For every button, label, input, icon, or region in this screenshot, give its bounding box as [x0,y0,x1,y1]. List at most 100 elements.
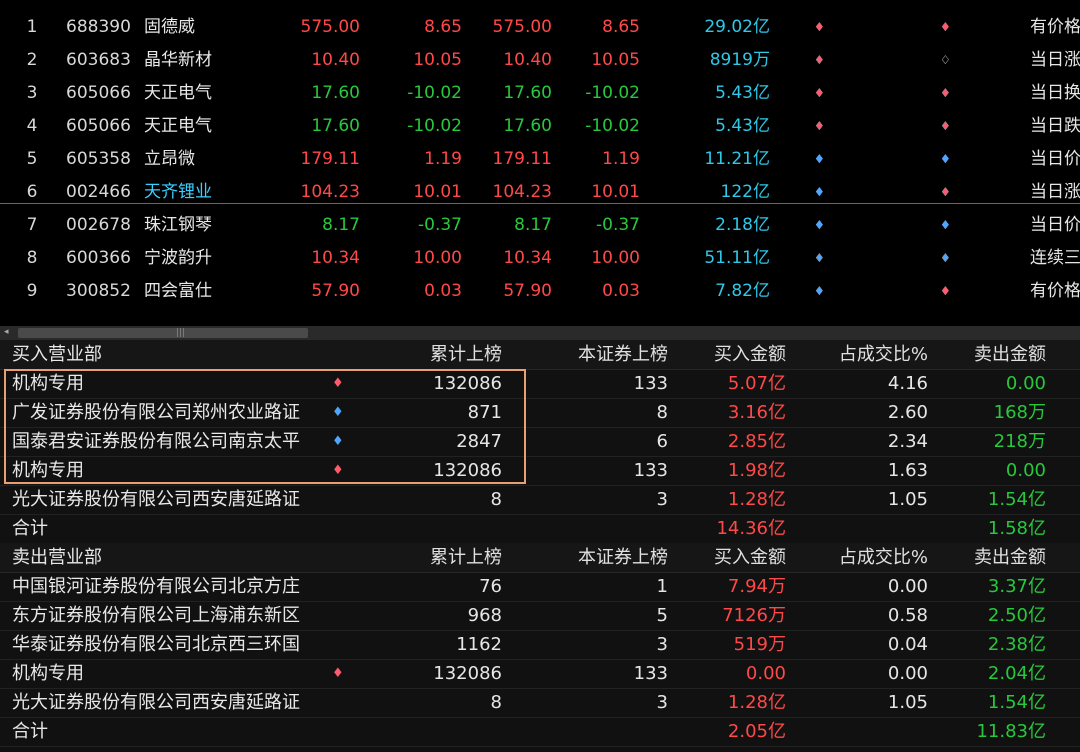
stock-name[interactable]: 固德威 [144,17,195,37]
stock-row[interactable]: 6 002466 天齐锂业 104.23 10.01 104.23 10.01 122亿 ♦ ♦ ♦… [0,176,1080,209]
change-pct: 10.00 [413,248,462,268]
cum-count: 2847 [456,431,502,452]
broker-name[interactable]: 光大证券股份有限公司西安唐延路证 [12,692,300,713]
stock-row[interactable]: 5 605358 立昂微 179.11 1.19 179.11 1.19 11.21亿 ♦ ♦ ♦ ♦… [0,143,1080,176]
broker-row[interactable]: 国泰君安证券股份有限公司南京太平 ♦ 2847 6 2.85亿 2.34 218万 [0,427,1080,457]
red-diamond-icon: ♦ [332,376,344,391]
stock-row[interactable]: 3 605066 天正电气 17.60 -10.02 17.60 -10.02 5.43亿 ♦ ♦… [0,77,1080,110]
broker-name[interactable]: 东方证券股份有限公司上海浦东新区 [12,605,300,626]
col-sell-header[interactable]: 卖出金额 [974,344,1046,365]
price-2: 17.60 [503,83,552,103]
col-cum-header[interactable]: 累计上榜 [430,547,502,568]
red-diamond-icon: ♦ [814,20,825,34]
sell-amount: 2.50亿 [987,605,1046,626]
buy-amount: 5.07亿 [727,373,786,394]
stock-row[interactable]: 4 605066 天正电气 17.60 -10.02 17.60 -10.02 5.43亿 ♦ ♦… [0,110,1080,143]
red-diamond-icon: ♦ [814,218,825,232]
empty-diamond-icon: ♢ [940,119,951,133]
scroll-thumb[interactable]: ||| [18,328,308,338]
red-diamond-icon: ♦ [940,20,951,34]
this-count: 133 [633,460,668,481]
turnover-amount: 122亿 [720,182,770,202]
stock-name[interactable]: 天正电气 [144,116,212,136]
col-buy-header[interactable]: 买入金额 [714,344,786,365]
row-index: 7 [26,215,38,235]
broker-name[interactable]: 国泰君安证券股份有限公司南京太平 [12,431,300,452]
stock-code: 002678 [66,215,131,235]
stock-row[interactable]: 1 688390 固德威 575.00 8.65 575.00 8.65 29.02亿 ♦ ♦ ♦ ♦… [0,11,1080,44]
broker-name[interactable]: 机构专用 [12,663,84,684]
broker-row[interactable]: 华泰证券股份有限公司北京西三环国 1162 3 519万 0.04 2.38亿 [0,630,1080,660]
section-header: 卖出营业部 累计上榜 本证券上榜 买入金额 占成交比% 卖出金额 [0,543,1080,573]
red-diamond-icon: ♦ [814,284,825,298]
stock-row[interactable]: 2 603683 晶华新材 10.40 10.05 10.40 10.05 8919万 ♦ ♦ ♦ ♢… [0,44,1080,77]
broker-name[interactable]: 机构专用 [12,373,84,394]
blue-diamond-icon: ♦ [940,152,951,166]
horizontal-scrollbar[interactable]: ◂ ||| [0,326,1080,340]
broker-row[interactable]: 光大证券股份有限公司西安唐延路证 8 3 1.28亿 1.05 1.54亿 [0,688,1080,718]
broker-name[interactable]: 华泰证券股份有限公司北京西三环国 [12,634,300,655]
red-diamond-icon: ♦ [940,86,951,100]
stock-name[interactable]: 天正电气 [144,83,212,103]
col-this-header[interactable]: 本证券上榜 [578,344,668,365]
empty-diamond-icon: ♢ [814,119,825,133]
broker-row[interactable]: 机构专用 ♦ 132086 133 5.07亿 4.16 0.00 [0,369,1080,399]
stock-name[interactable]: 天齐锂业 [144,182,212,202]
broker-row[interactable]: 中国银河证券股份有限公司北京方庄 76 1 7.94万 0.00 3.37亿 [0,572,1080,602]
buy-amount: 2.85亿 [727,431,786,452]
sell-amount: 168万 [993,402,1046,423]
stock-row[interactable]: 7 002678 珠江钢琴 8.17 -0.37 8.17 -0.37 2.18亿 ♦ ♦ ♦ ♦ ♦ ♢… [0,209,1080,242]
stock-name[interactable]: 四会富仕 [144,281,212,301]
empty-diamond-icon: ♢ [940,185,951,199]
broker-row[interactable]: 光大证券股份有限公司西安唐延路证 8 3 1.28亿 1.05 1.54亿 [0,485,1080,515]
reason-note: 连续三 [1030,248,1080,268]
col-buy-header[interactable]: 买入金额 [714,547,786,568]
empty-diamond-icon: ♢ [814,53,825,67]
stock-name[interactable]: 晶华新材 [144,50,212,70]
change-pct-2: 10.01 [591,182,640,202]
empty-diamond-icon: ♢ [940,218,951,232]
stock-name[interactable]: 珠江钢琴 [144,215,212,235]
total-row: 合计 14.36亿 1.58亿 [0,514,1080,544]
broker-row[interactable]: 机构专用 ♦ 132086 133 1.98亿 1.63 0.00 [0,456,1080,486]
col-cum-header[interactable]: 累计上榜 [430,344,502,365]
stock-name[interactable]: 宁波韵升 [144,248,212,268]
empty-diamond-icon: ♢ [940,86,951,100]
stock-name[interactable]: 立昂微 [144,149,195,169]
blue-diamond-icon: ♦ [940,20,951,34]
reason-note: 当日换 [1030,83,1080,103]
broker-name[interactable]: 光大证券股份有限公司西安唐延路证 [12,489,300,510]
empty-diamond-icon: ♢ [814,86,825,100]
col-sell-header[interactable]: 卖出金额 [974,547,1046,568]
red-diamond-icon: ♦ [940,152,951,166]
broker-row[interactable]: 广发证券股份有限公司郑州农业路证 ♦ 871 8 3.16亿 2.60 168万 [0,398,1080,428]
stock-code: 300852 [66,281,131,301]
broker-row[interactable]: 东方证券股份有限公司上海浦东新区 968 5 7126万 0.58 2.50亿 [0,601,1080,631]
change-pct-2: 10.00 [591,248,640,268]
red-diamond-icon: ♦ [940,20,951,34]
broker-row[interactable]: 机构专用 ♦ 132086 133 0.00 0.00 2.04亿 [0,659,1080,689]
buy-amount: 1.28亿 [727,489,786,510]
empty-diamond-icon: ♢ [940,119,951,133]
col-pct-header[interactable]: 占成交比% [838,344,928,365]
empty-diamond-icon: ♢ [940,53,951,67]
change-pct: 0.03 [424,281,462,301]
broker-name[interactable]: 中国银河证券股份有限公司北京方庄 [12,576,300,597]
col-this-header[interactable]: 本证券上榜 [578,547,668,568]
broker-name[interactable]: 广发证券股份有限公司郑州农业路证 [12,402,300,423]
scroll-left-arrow-icon[interactable]: ◂ [4,327,9,337]
blue-diamond-icon: ♦ [940,251,951,265]
price-2: 57.90 [503,281,552,301]
stock-row[interactable]: 9 300852 四会富仕 57.90 0.03 57.90 0.03 7.82亿 ♦ ♦ ♢ ♦ ♢ ♢… [0,275,1080,308]
stock-row[interactable]: 8 600366 宁波韵升 10.34 10.00 10.34 10.00 51.11亿 ♦ ♦ ♦… [0,242,1080,275]
col-pct-header[interactable]: 占成交比% [838,547,928,568]
blue-diamond-icon: ♦ [814,218,825,232]
broker-name[interactable]: 机构专用 [12,460,84,481]
sell-amount: 0.00 [1005,460,1046,481]
reason-note: 当日涨 [1030,182,1080,202]
this-count: 3 [656,634,668,655]
total-buy: 2.05亿 [727,721,786,742]
turnover-amount: 29.02亿 [704,17,770,37]
blue-diamond-icon: ♦ [814,152,825,166]
price-2: 10.34 [503,248,552,268]
